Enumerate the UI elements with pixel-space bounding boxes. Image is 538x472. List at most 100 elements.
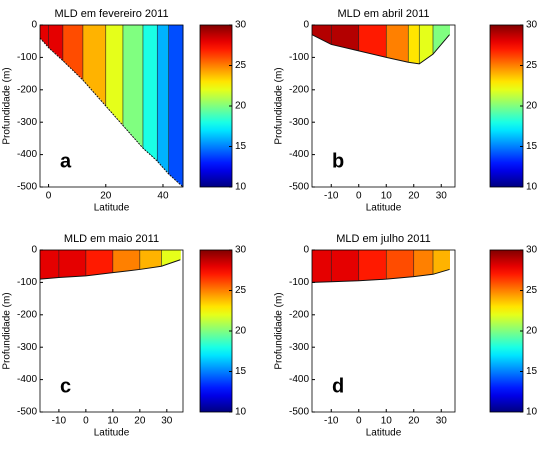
- colorbar-tick-label: 10: [235, 182, 247, 193]
- temperature-band: [433, 250, 450, 275]
- panel-letter: c: [60, 375, 71, 397]
- x-tick-label: -10: [52, 416, 67, 427]
- temperature-band: [62, 25, 84, 81]
- y-axis-label: Profundidade (m): [274, 67, 285, 144]
- temperature-band: [48, 25, 64, 61]
- panel-title: MLD em fevereiro 2011: [54, 8, 168, 20]
- y-tick-label: -400: [17, 149, 37, 160]
- axes-frame: [311, 249, 456, 413]
- y-tick-label: 0: [31, 20, 37, 31]
- temperature-band: [40, 250, 60, 280]
- y-tick-label: 0: [303, 20, 309, 31]
- temperature-band: [358, 25, 387, 58]
- colorbar-tick-label: 30: [526, 20, 538, 31]
- colorbar-tick-label: 25: [235, 285, 247, 296]
- x-tick-label: 10: [107, 416, 119, 427]
- x-tick-label: 0: [83, 416, 89, 427]
- x-tick-label: 10: [381, 191, 393, 202]
- temperature-band: [139, 250, 162, 270]
- panel-letter: a: [60, 150, 72, 172]
- colorbar-tick-label: 25: [235, 60, 247, 71]
- y-tick-label: -500: [289, 407, 309, 418]
- colorbar-tick-label: 15: [235, 141, 247, 152]
- mld-boundary: [311, 268, 450, 283]
- panel-letter: d: [332, 375, 344, 397]
- temperature-band: [386, 250, 415, 280]
- colorbar: [199, 249, 233, 413]
- temperature-band: [58, 250, 87, 278]
- colorbar-tick-label: 30: [235, 20, 247, 31]
- y-tick-label: -200: [289, 309, 309, 320]
- x-tick-label: 0: [46, 191, 52, 202]
- colorbar-tick-label: 10: [526, 407, 538, 418]
- x-tick-label: 30: [436, 191, 448, 202]
- colorbar-tick-label: 25: [526, 60, 538, 71]
- x-tick-label: 10: [381, 416, 393, 427]
- y-tick-label: 0: [303, 245, 309, 256]
- panel-title: MLD em maio 2011: [64, 233, 159, 245]
- panel-title: MLD em abril 2011: [337, 8, 429, 20]
- temperature-band: [331, 25, 360, 51]
- colorbar-tick-label: 25: [526, 285, 538, 296]
- colorbar-tick-label: 15: [235, 366, 247, 377]
- y-tick-label: -500: [17, 407, 37, 418]
- y-tick-label: -400: [17, 374, 37, 385]
- temperature-band: [105, 25, 124, 126]
- temperature-band: [161, 250, 181, 267]
- x-tick-label: 20: [100, 191, 112, 202]
- temperature-band: [85, 250, 114, 276]
- y-tick-label: -200: [17, 309, 37, 320]
- mld-boundary: [39, 259, 181, 280]
- y-tick-label: -300: [17, 117, 37, 128]
- x-tick-label: 30: [436, 416, 448, 427]
- y-tick-label: -500: [17, 182, 37, 193]
- y-tick-label: -300: [289, 342, 309, 353]
- x-tick-label: 0: [356, 416, 362, 427]
- colorbar-tick-label: 20: [235, 101, 247, 112]
- y-tick-label: -100: [17, 52, 37, 63]
- y-tick-label: -300: [17, 342, 37, 353]
- x-tick-label: 30: [161, 416, 173, 427]
- y-tick-label: -100: [17, 277, 37, 288]
- colorbar-tick-label: 10: [526, 182, 538, 193]
- temperature-band: [312, 25, 332, 45]
- colorbar-tick-label: 30: [526, 245, 538, 256]
- temperature-band: [40, 25, 50, 48]
- temperature-band: [82, 25, 107, 106]
- colorbar-tick-label: 20: [526, 101, 538, 112]
- x-tick-label: 40: [157, 191, 169, 202]
- temperature-band: [419, 25, 434, 64]
- panel-title: MLD em julho 2011: [336, 233, 431, 245]
- x-axis-label: Latitude: [366, 428, 402, 439]
- colorbar: [489, 249, 524, 413]
- y-tick-label: -200: [289, 84, 309, 95]
- temperature-band: [408, 25, 420, 64]
- y-axis-label: Profundidade (m): [2, 292, 13, 369]
- colorbar-tick-label: 30: [235, 245, 247, 256]
- y-tick-label: 0: [31, 245, 37, 256]
- temperature-band: [157, 25, 170, 175]
- x-tick-label: 20: [408, 191, 420, 202]
- mld-boundary: [311, 34, 450, 65]
- y-axis-label: Profundidade (m): [2, 67, 13, 144]
- colorbar-tick-label: 20: [235, 326, 247, 337]
- x-axis-label: Latitude: [94, 203, 130, 214]
- x-axis-label: Latitude: [366, 203, 402, 214]
- temperature-band: [312, 250, 332, 283]
- temperature-band: [112, 250, 141, 273]
- x-tick-label: 20: [408, 416, 420, 427]
- y-tick-label: -400: [289, 374, 309, 385]
- colorbar: [489, 24, 524, 188]
- axes-frame: [39, 24, 184, 188]
- temperature-band: [331, 250, 360, 282]
- temperature-band: [413, 250, 434, 277]
- y-tick-label: -100: [289, 277, 309, 288]
- temperature-band: [168, 25, 184, 187]
- temperature-band: [433, 25, 450, 55]
- colorbar: [199, 24, 233, 188]
- y-axis-label: Profundidade (m): [274, 292, 285, 369]
- colorbar-tick-label: 15: [526, 141, 538, 152]
- temperature-band: [358, 250, 387, 281]
- y-tick-label: -200: [17, 84, 37, 95]
